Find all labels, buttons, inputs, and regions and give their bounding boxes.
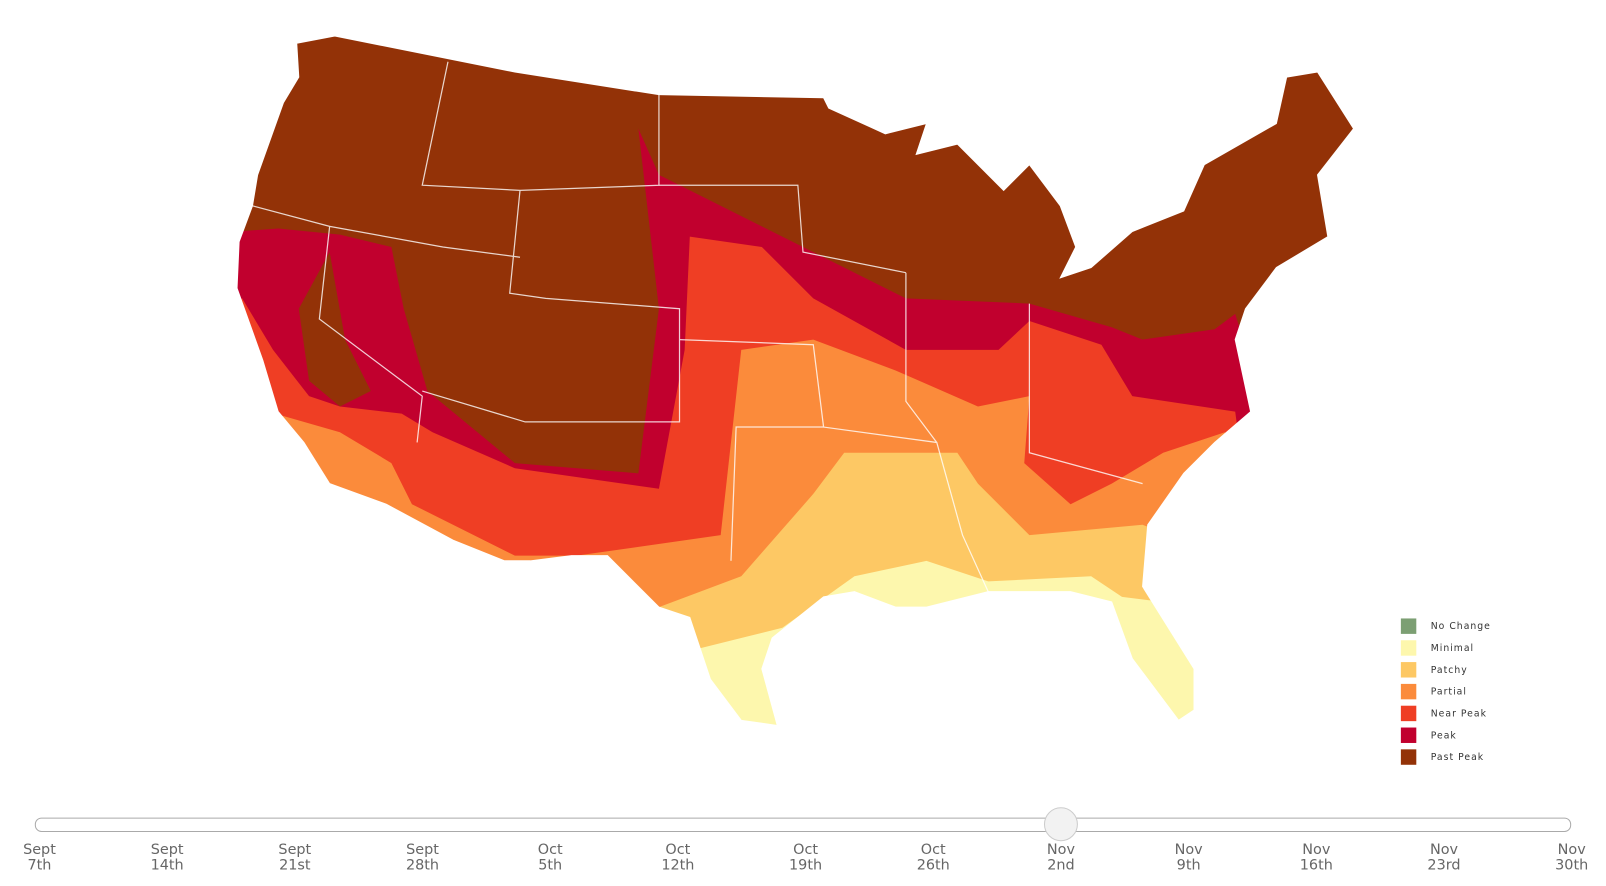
slider-day-label[interactable]: 14th: [151, 858, 184, 874]
slider-day-label[interactable]: 2nd: [1047, 858, 1074, 874]
date-slider[interactable]: Sept7thSept14thSept21stSept28thOct5thOct…: [23, 807, 1588, 874]
slider-day-label[interactable]: 26th: [917, 858, 950, 874]
legend-swatch: [1400, 727, 1417, 743]
us-map: [237, 36, 1354, 726]
legend-swatch: [1400, 662, 1417, 678]
slider-month-label[interactable]: Sept: [406, 842, 439, 858]
slider-day-label[interactable]: 30th: [1555, 858, 1588, 874]
slider-month-label[interactable]: Oct: [538, 842, 563, 858]
slider-month-label[interactable]: Oct: [793, 842, 818, 858]
slider-day-label[interactable]: 28th: [406, 858, 439, 874]
legend: No Change Minimal Patchy Partial Near Peak Pe…: [1400, 618, 1491, 765]
slider-month-label[interactable]: Nov: [1430, 842, 1459, 858]
legend-label: No Change: [1431, 621, 1491, 632]
slider-day-label[interactable]: 5th: [538, 858, 562, 874]
legend-label: Patchy: [1431, 665, 1468, 676]
slider-handle[interactable]: [1043, 807, 1078, 842]
legend-swatch: [1400, 705, 1417, 722]
slider-track[interactable]: [34, 817, 1572, 832]
slider-day-label[interactable]: 19th: [789, 858, 822, 874]
slider-day-label[interactable]: 12th: [661, 858, 694, 874]
slider-day-label[interactable]: 16th: [1300, 858, 1333, 874]
slider-day-label[interactable]: 21st: [279, 858, 311, 874]
past-peak-region: [298, 252, 371, 407]
slider-month-label[interactable]: Oct: [921, 842, 946, 858]
slider-month-label[interactable]: Sept: [23, 842, 56, 858]
slider-day-label[interactable]: 7th: [27, 858, 51, 874]
legend-label: Minimal: [1431, 643, 1474, 654]
slider-month-label[interactable]: Nov: [1302, 842, 1331, 858]
slider-month-label[interactable]: Nov: [1175, 842, 1204, 858]
legend-swatch: [1400, 618, 1417, 634]
legend-swatch: [1400, 749, 1417, 765]
legend-swatch: [1400, 683, 1417, 700]
legend-label: Past Peak: [1431, 752, 1484, 763]
slider-month-label[interactable]: Nov: [1558, 842, 1587, 858]
state-borders: [252, 61, 1143, 592]
legend-swatch: [1400, 640, 1417, 656]
slider-day-label[interactable]: 23rd: [1427, 858, 1460, 874]
slider-month-label[interactable]: Nov: [1047, 842, 1076, 858]
slider-month-label[interactable]: Oct: [665, 842, 690, 858]
legend-label: Partial: [1431, 687, 1467, 698]
slider-month-label[interactable]: Sept: [151, 842, 184, 858]
slider-day-label[interactable]: 9th: [1177, 858, 1201, 874]
slider-month-label[interactable]: Sept: [278, 842, 311, 858]
legend-label: Near Peak: [1431, 708, 1487, 719]
legend-label: Peak: [1431, 730, 1457, 741]
